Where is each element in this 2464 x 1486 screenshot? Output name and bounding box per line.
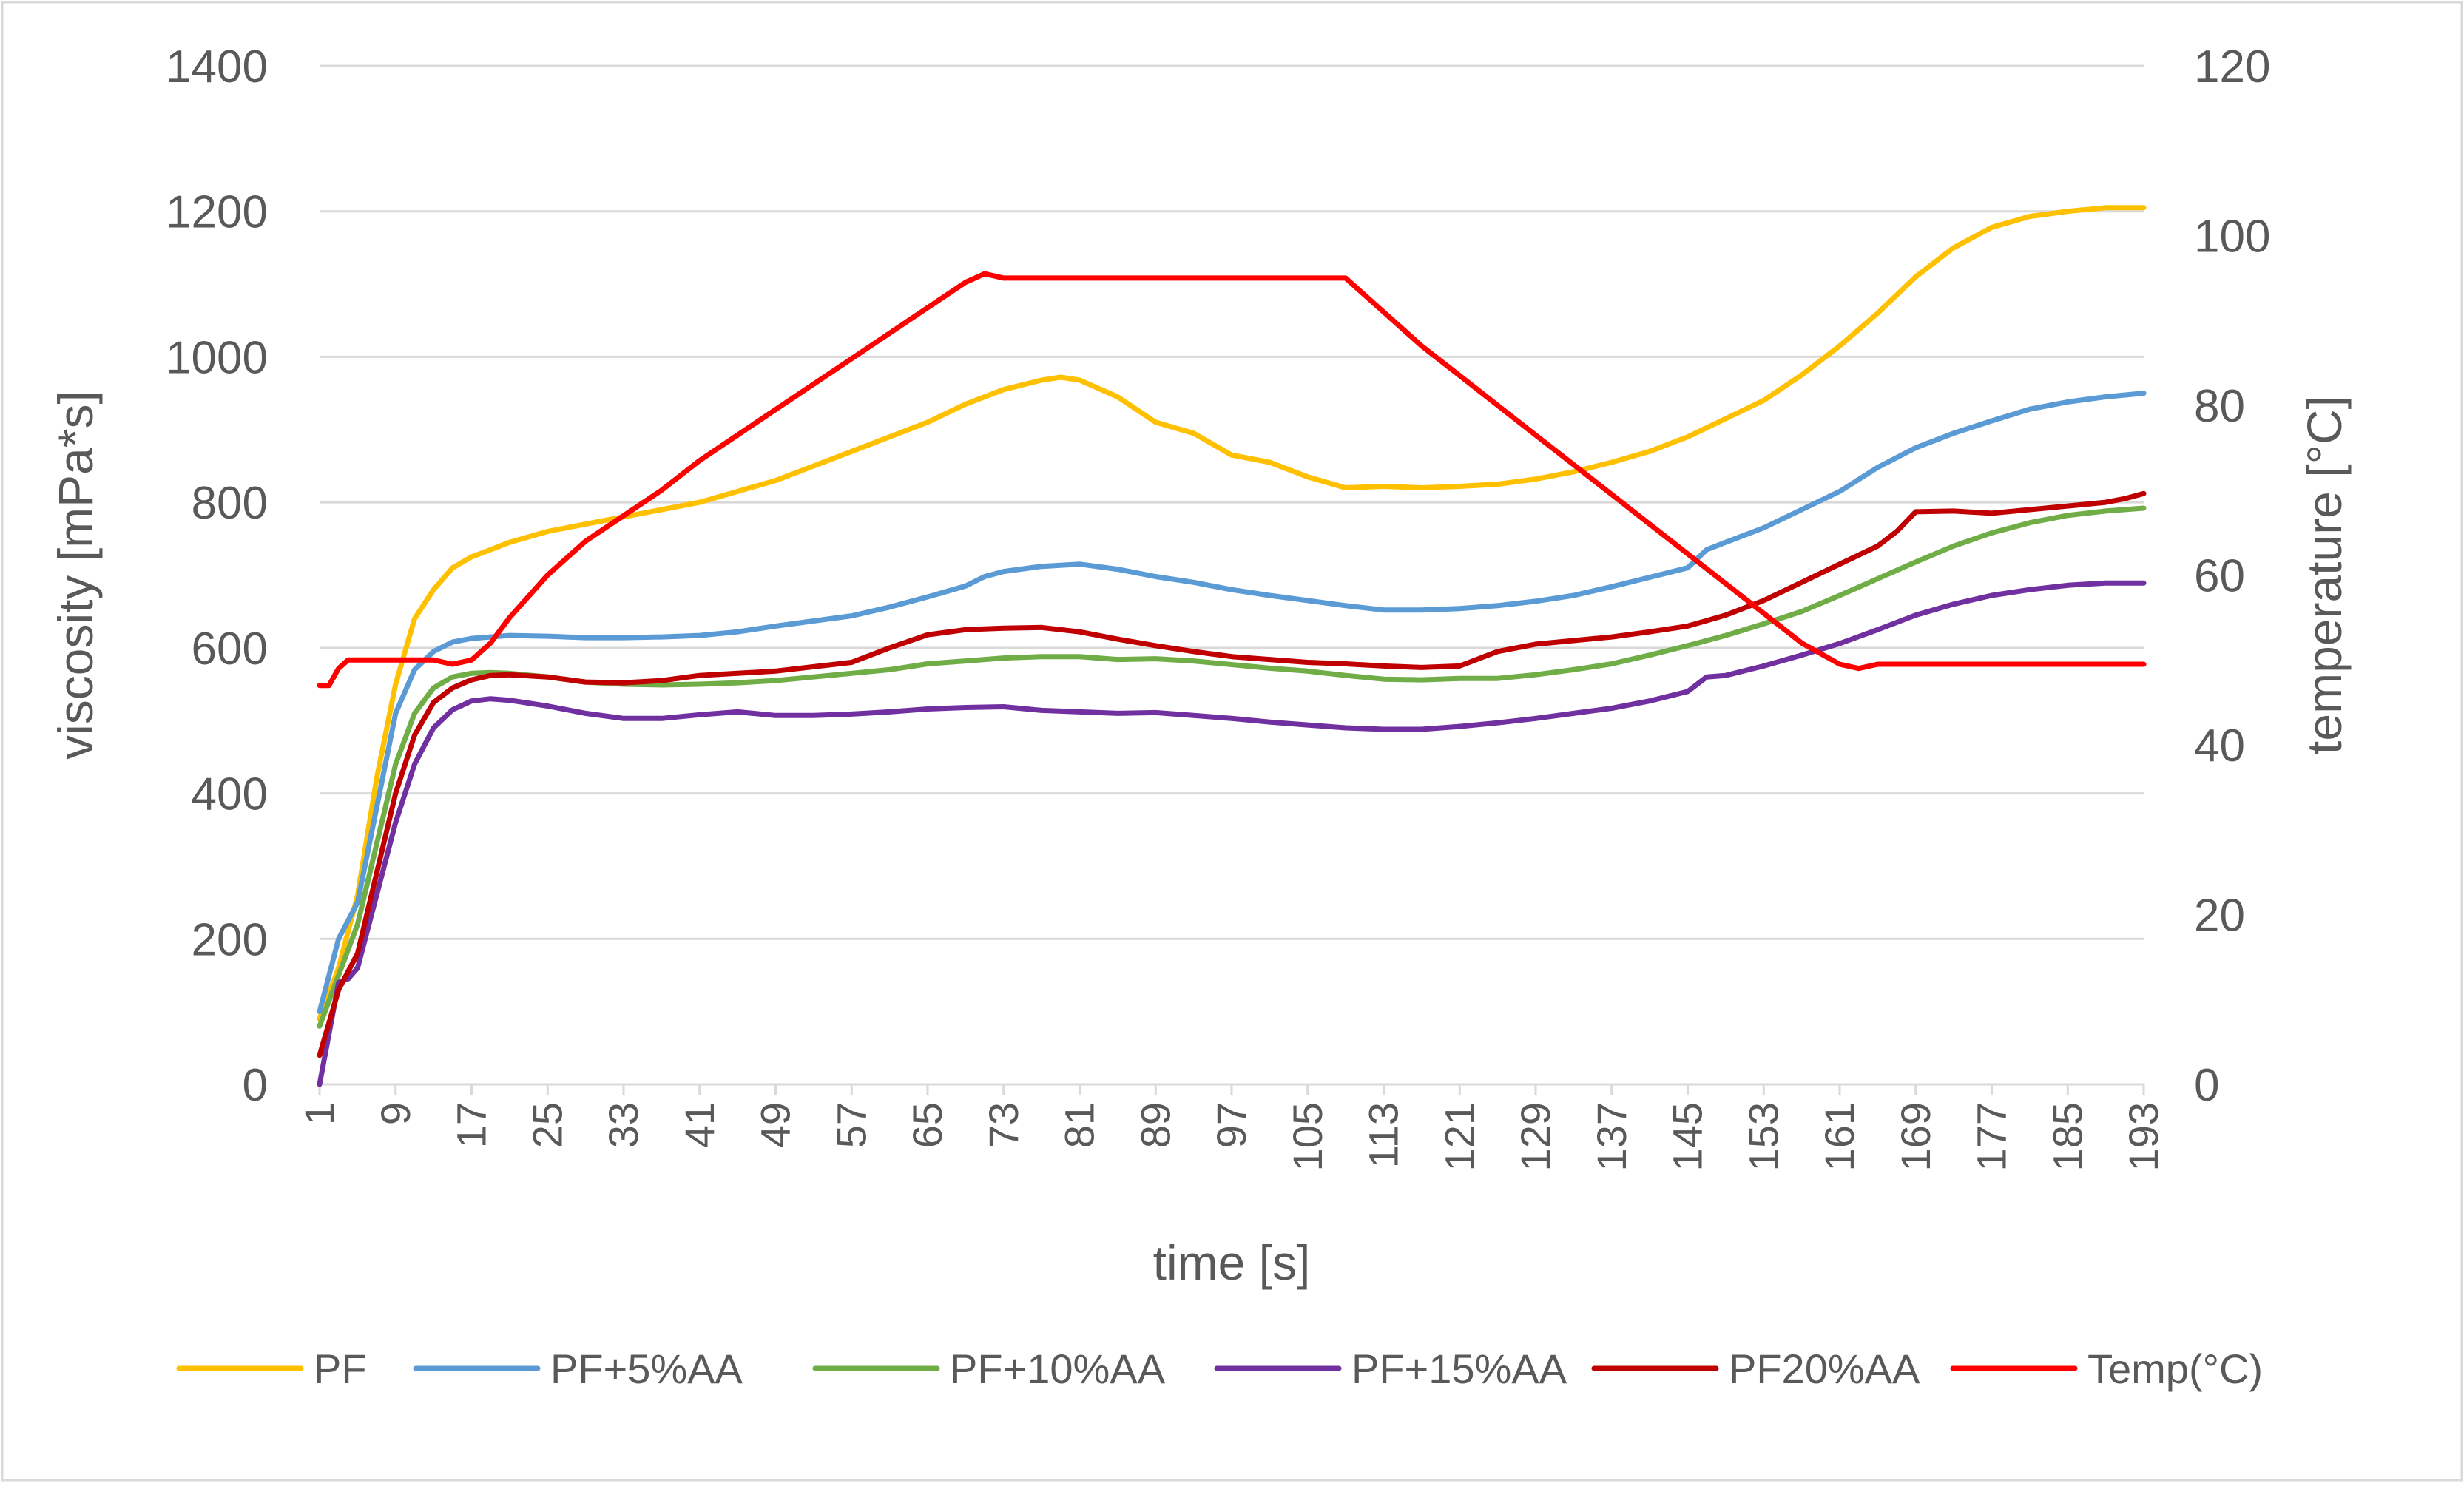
x-tick-label: 81 (1056, 1102, 1103, 1148)
gridlines (320, 64, 2144, 940)
y2-tick-label: 120 (2194, 41, 2270, 92)
x-tick-label: 129 (1512, 1102, 1559, 1171)
x-tick-label: 49 (752, 1102, 799, 1148)
x-tick-label: 57 (828, 1102, 874, 1148)
x-tick-label: 113 (1360, 1102, 1407, 1168)
legend-label-pf-10-aa: PF+10%AA (950, 1345, 1166, 1392)
x-tick-label: 137 (1588, 1102, 1635, 1171)
y2-tick-label: 100 (2194, 212, 2270, 263)
x-tick-label: 65 (904, 1102, 951, 1148)
y2-tick-label: 80 (2194, 381, 2245, 432)
series-line-temp-c (317, 271, 2147, 689)
y2-tick-label: 60 (2194, 551, 2245, 602)
legend-label-pf: PF (314, 1345, 367, 1392)
x-tick-label: 33 (600, 1102, 647, 1148)
series-line-pf-10-aa (317, 505, 2147, 1029)
x-tick-label: 161 (1816, 1102, 1863, 1171)
y-tick-label: 400 (192, 769, 268, 820)
x-tick-label: 9 (372, 1102, 419, 1125)
x-tick-label: 25 (524, 1102, 570, 1148)
x-tick-label: 153 (1740, 1102, 1786, 1171)
x-tick-label: 105 (1284, 1102, 1331, 1171)
y-axis-title: viscosity [mPa*s] (48, 391, 103, 760)
x-tick-label: 17 (448, 1102, 495, 1148)
x-tick-label: 169 (1892, 1102, 1939, 1171)
right-axis-ticks: 0 20 40 60 80 100 120 (2194, 41, 2270, 1111)
x-tick-label: 1 (296, 1102, 342, 1125)
x-axis-ticks: 1 9 17 25 33 41 49 57 65 73 81 89 97 105 113 121 129 137 1… (296, 1084, 2167, 1171)
x-tick-label: 193 (2120, 1102, 2167, 1171)
x-axis-title: time [s] (1153, 1235, 1311, 1290)
x-tick-label: 89 (1132, 1102, 1178, 1148)
series-line-pf-5-aa (317, 391, 2147, 1015)
y2-tick-label: 20 (2194, 891, 2245, 942)
series-layer (317, 205, 2147, 1087)
series-line-pf20-aa (317, 490, 2147, 1058)
x-tick-label: 73 (980, 1102, 1027, 1148)
legend-label-pf20-aa: PF20%AA (1729, 1345, 1920, 1392)
x-tick-label: 185 (2044, 1102, 2090, 1171)
y2-tick-label: 40 (2194, 720, 2245, 771)
y-tick-label: 1200 (166, 187, 268, 238)
legend-label-pf-5-aa: PF+5%AA (550, 1345, 743, 1392)
y-tick-label: 1400 (166, 41, 268, 92)
left-axis-ticks: 0 200 400 600 800 1000 1200 1400 (166, 41, 268, 1111)
legend-label-temp-c: Temp(°C) (2087, 1345, 2263, 1392)
x-tick-label: 177 (1968, 1102, 2015, 1171)
legend: PF PF+5%AA PF+10%AA PF+15%AA PF20%AA Temp(°C) (176, 1345, 2263, 1392)
x-tick-label: 121 (1436, 1102, 1482, 1171)
y-tick-label: 200 (192, 914, 268, 965)
y2-axis-title: temperature [°C] (2297, 396, 2352, 754)
y-tick-label: 800 (192, 478, 268, 529)
y-tick-label: 0 (243, 1060, 268, 1111)
series-line-pf-15-aa (317, 580, 2147, 1087)
y-tick-label: 1000 (166, 332, 268, 383)
legend-label-pf-15-aa: PF+15%AA (1351, 1345, 1567, 1392)
series-line-pf (317, 205, 2147, 1021)
y-tick-label: 600 (192, 624, 268, 675)
x-tick-label: 97 (1208, 1102, 1255, 1148)
y2-tick-label: 0 (2194, 1060, 2219, 1111)
x-tick-label: 41 (676, 1102, 723, 1148)
x-tick-label: 145 (1664, 1102, 1711, 1171)
